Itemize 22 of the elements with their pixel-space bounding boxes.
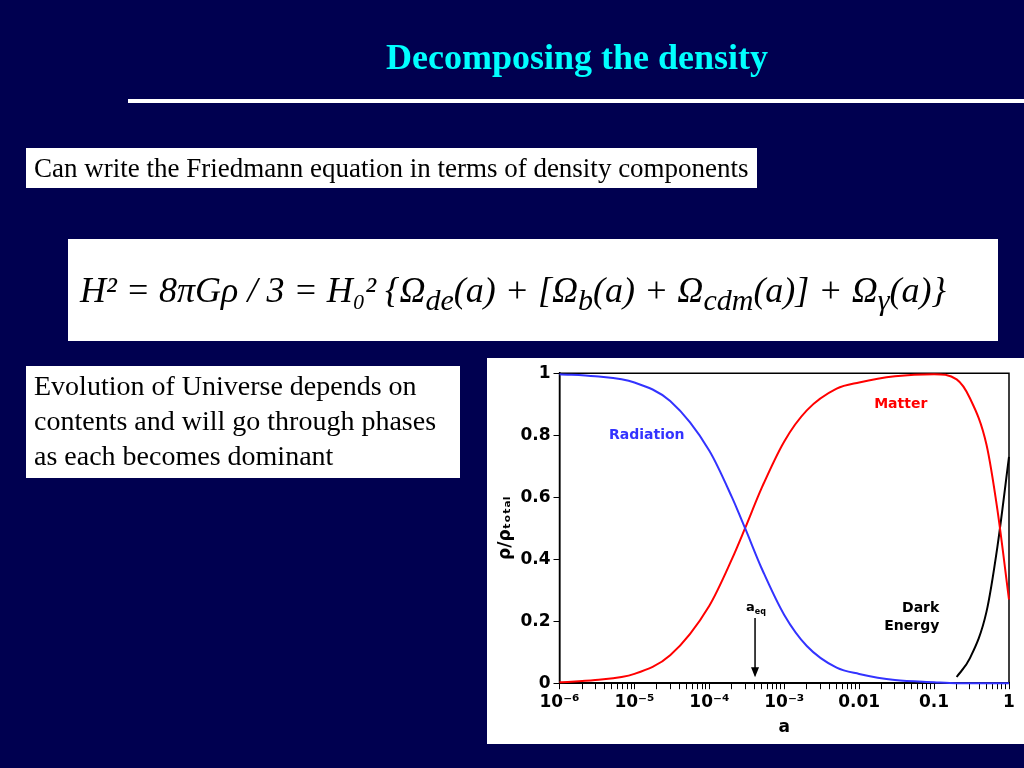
text: Evolution of Universe depends on contents and will go through phases as each becomes dominant: [26, 366, 460, 478]
x-tick-label: 10⁻⁴: [689, 690, 730, 711]
y-tick-label: 0.8: [520, 423, 551, 444]
x-tick-label: 10⁻³: [764, 690, 805, 711]
y-tick-label: 0: [538, 671, 551, 692]
y-axis-title: ρ/ρₜₒₜₐₗ: [493, 496, 514, 560]
y-tick-label: 0.4: [520, 547, 551, 568]
series-label: Radiation: [608, 425, 685, 442]
text: H² = 8πGρ / 3 = H₀² {Ω$_{de}$(a) + [Ω$_{b}$(a) + Ω$_{cdm}$(a)] + Ω$_{γ}$(a)}: [80, 270, 946, 317]
y-tick-label: 1: [538, 361, 551, 382]
x-tick-label: 0.1: [919, 690, 950, 711]
x-axis-title: a: [778, 716, 790, 737]
x-tick-label: 1: [1003, 690, 1015, 711]
y-tick-label: 0.2: [520, 609, 551, 630]
x-tick-label: 0.01: [838, 690, 881, 711]
x-tick-label: 10⁻⁵: [614, 690, 655, 711]
x-tick-label: 10⁻⁶: [539, 690, 580, 711]
series-label: Matter: [874, 394, 928, 411]
text: Can write the Friedmann equation in terms of density components: [26, 148, 757, 188]
y-tick-label: 0.6: [520, 485, 551, 506]
chart-title: Decomposing the density: [385, 36, 769, 78]
text: Dark Energy: [884, 599, 941, 634]
